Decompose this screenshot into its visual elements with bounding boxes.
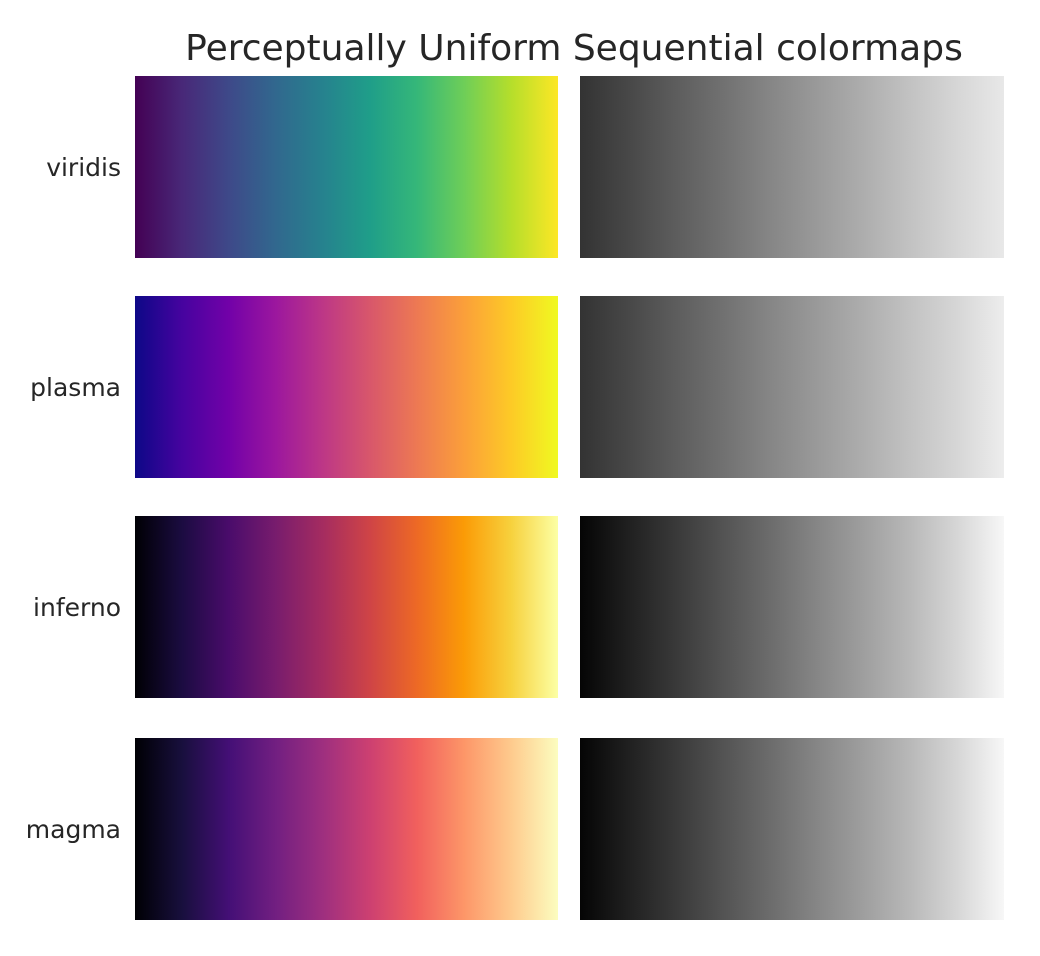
grayscale-bar-plasma <box>580 296 1004 478</box>
row-label: inferno <box>33 593 121 622</box>
row-label: viridis <box>46 153 121 182</box>
colormap-row-plasma: plasma <box>30 296 1004 478</box>
grayscale-bar-viridis <box>580 76 1004 258</box>
grayscale-bar-inferno <box>580 516 1004 698</box>
row-label: magma <box>26 815 121 844</box>
colormap-bar-plasma <box>135 296 558 478</box>
colormap-row-magma: magma <box>26 738 1004 920</box>
colormap-bar-inferno <box>135 516 558 698</box>
row-label: plasma <box>30 373 121 402</box>
grayscale-bar-magma <box>580 738 1004 920</box>
colormap-bar-viridis <box>135 76 558 258</box>
colormap-bar-magma <box>135 738 558 920</box>
colormap-rows: viridis plasma inferno magma <box>26 76 1004 920</box>
colormap-row-viridis: viridis <box>46 76 1004 258</box>
colormap-row-inferno: inferno <box>33 516 1004 698</box>
chart-title: Perceptually Uniform Sequential colormap… <box>185 28 963 69</box>
